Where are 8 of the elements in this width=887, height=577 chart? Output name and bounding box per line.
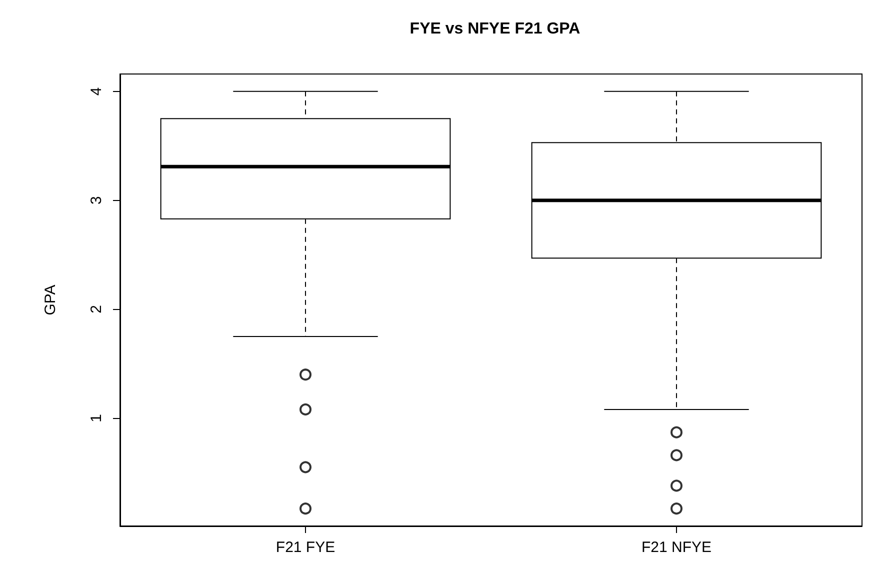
y-tick-label: 3: [88, 196, 105, 205]
x-tick-label: F21 NFYE: [641, 539, 712, 556]
y-tick-label: 1: [88, 414, 105, 422]
y-tick-label: 4: [88, 87, 105, 96]
x-tick-label: F21 FYE: [276, 539, 336, 556]
y-tick-label: 2: [88, 305, 105, 314]
chart-title: FYE vs NFYE F21 GPA: [410, 20, 581, 38]
y-axis-title: GPA: [42, 284, 59, 316]
